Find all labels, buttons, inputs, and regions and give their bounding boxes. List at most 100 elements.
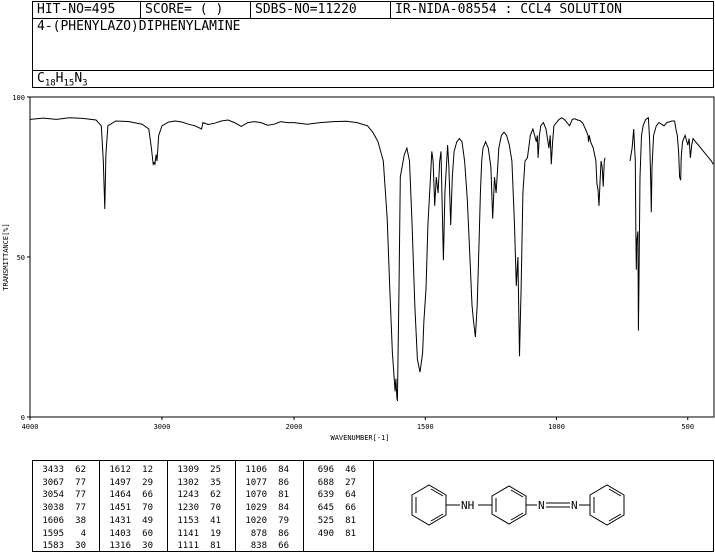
peak-row: 645 66 (306, 502, 356, 515)
peak-transmittance: 30 (75, 541, 86, 552)
peak-wavenumber: 838 (250, 541, 267, 552)
peak-transmittance: 84 (278, 503, 289, 514)
peak-wavenumber: 1302 (177, 477, 199, 488)
x-axis-label: WAVENUMBER[-1] (330, 434, 389, 442)
formula-box: C18H15N3 (32, 70, 714, 89)
azo-n2-label: N (571, 499, 578, 512)
peak-column: 1309 25 1302 35 1243 62 1230 70 1153 41 1141 19 1111… (171, 464, 221, 553)
peak-row: 1243 62 (171, 489, 221, 502)
peak-wavenumber: 3054 (42, 490, 64, 501)
peak-transmittance: 81 (345, 528, 356, 539)
peak-row: 1403 60 (103, 528, 153, 541)
peak-wavenumber: 639 (317, 490, 334, 501)
peak-transmittance: 81 (210, 541, 221, 552)
x-tick-label: 2000 (286, 423, 303, 431)
peak-transmittance: 41 (210, 515, 221, 526)
peak-row: 1606 38 (36, 515, 86, 528)
peak-transmittance: 29 (142, 477, 153, 488)
peak-wavenumber: 1431 (109, 515, 131, 526)
peak-transmittance: 25 (210, 465, 221, 475)
peak-row: 3054 77 (36, 489, 86, 502)
peak-wavenumber: 1077 (245, 477, 267, 488)
peak-wavenumber: 1070 (245, 490, 267, 501)
peak-row: 878 86 (239, 528, 289, 541)
peak-column: 1106 84 1077 86 1070 81 1029 84 1020 79 878 86 838 66 (239, 464, 289, 553)
peak-transmittance: 66 (345, 503, 356, 514)
peak-transmittance: 81 (278, 490, 289, 501)
peak-transmittance: 66 (278, 541, 289, 552)
peak-column: 1612 12 1497 29 1464 66 1451 70 1431 49 1403 60 1316… (103, 464, 153, 553)
peak-row: 1309 25 (171, 464, 221, 477)
peak-row: 639 64 (306, 489, 356, 502)
peak-wavenumber: 1403 (109, 528, 131, 539)
peak-wavenumber: 1595 (42, 528, 64, 539)
peak-row: 1595 4 (36, 528, 86, 541)
peak-row: 1316 30 (103, 540, 153, 553)
peak-transmittance: 86 (278, 477, 289, 488)
peak-row: 696 46 (306, 464, 356, 477)
peak-transmittance: 62 (210, 490, 221, 501)
structure-box: NH N N (373, 460, 714, 552)
peak-row: 3038 77 (36, 502, 86, 515)
peak-row: 1451 70 (103, 502, 153, 515)
peak-transmittance: 84 (278, 465, 289, 475)
peak-wavenumber: 1106 (245, 465, 267, 475)
peak-wavenumber: 1316 (109, 541, 131, 552)
molecular-formula: C18H15N3 (37, 71, 88, 89)
peak-wavenumber: 1583 (42, 541, 64, 552)
peak-row: 1029 84 (239, 502, 289, 515)
peak-wavenumber: 1029 (245, 503, 267, 514)
peak-wavenumber: 1497 (109, 477, 131, 488)
peak-row: 1230 70 (171, 502, 221, 515)
peak-transmittance: 60 (142, 528, 153, 539)
spectrum-line (29, 116, 714, 402)
peak-transmittance: 70 (142, 503, 153, 514)
azo-n1-label: N (538, 499, 545, 512)
peak-row: 3433 62 (36, 464, 86, 477)
peak-wavenumber: 878 (250, 528, 267, 539)
peak-wavenumber: 1141 (177, 528, 199, 539)
peak-transmittance: 77 (75, 477, 86, 488)
peak-wavenumber: 1111 (177, 541, 199, 552)
peak-transmittance: 46 (345, 465, 356, 475)
y-tick-label: 50 (17, 254, 25, 262)
x-tick-label: 3000 (154, 423, 171, 431)
phenyl-ring-right (589, 484, 625, 526)
peak-row: 1497 29 (103, 477, 153, 490)
phenyl-ring-left (411, 484, 447, 526)
phenylene-ring-middle (491, 485, 527, 525)
peak-wavenumber: 1020 (245, 515, 267, 526)
peak-wavenumber: 525 (317, 515, 334, 526)
peak-row: 1111 81 (171, 540, 221, 553)
plot-frame (29, 96, 715, 418)
peak-transmittance: 86 (278, 528, 289, 539)
peak-wavenumber: 645 (317, 503, 334, 514)
peak-transmittance: 77 (75, 503, 86, 514)
peak-transmittance: 27 (345, 477, 356, 488)
peak-transmittance: 19 (210, 528, 221, 539)
peak-row: 1106 84 (239, 464, 289, 477)
peak-wavenumber: 1243 (177, 490, 199, 501)
peak-row: 1583 30 (36, 540, 86, 553)
peak-row: 688 27 (306, 477, 356, 490)
peak-row: 525 81 (306, 515, 356, 528)
peak-wavenumber: 1606 (42, 515, 64, 526)
x-tick-label: 1500 (417, 423, 434, 431)
peak-wavenumber: 1612 (109, 465, 131, 475)
y-axis-label: TRANSMITTANCE[%] (2, 223, 10, 290)
peak-wavenumber: 3433 (42, 465, 64, 475)
peak-row: 1077 86 (239, 477, 289, 490)
peak-row: 838 66 (239, 540, 289, 553)
nh-label: NH (461, 499, 474, 512)
peak-transmittance: 70 (210, 503, 221, 514)
peak-transmittance: 30 (142, 541, 153, 552)
molecular-structure: NH N N (411, 484, 625, 526)
peak-wavenumber: 1451 (109, 503, 131, 514)
peak-transmittance: 49 (142, 515, 153, 526)
peak-transmittance: 66 (142, 490, 153, 501)
peak-column: 3433 62 3067 77 3054 77 3038 77 1606 38 1595 4 1583 3… (36, 464, 86, 553)
peak-row: 490 81 (306, 528, 356, 541)
peak-transmittance: 12 (142, 465, 153, 475)
peak-wavenumber: 1464 (109, 490, 131, 501)
